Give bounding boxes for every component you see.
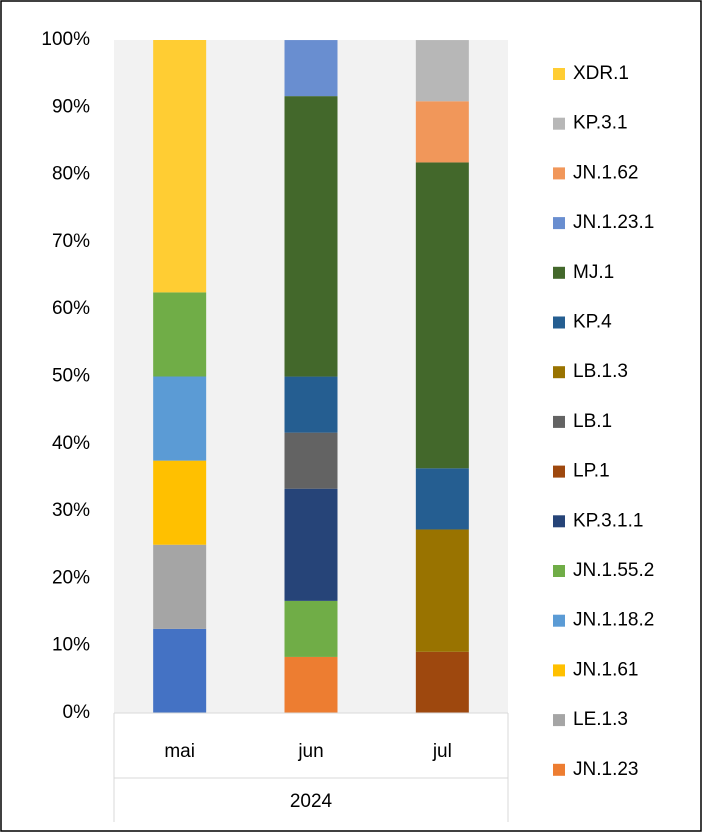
legend-label: KP.3.1	[573, 113, 628, 134]
legend-swatch	[553, 316, 565, 329]
legend-label: KP.3.1.1	[573, 510, 643, 531]
legend-label: LE.1.3	[573, 709, 628, 730]
bar-segment	[284, 656, 338, 713]
x-tick-label: jul	[432, 741, 452, 762]
y-tick-label: 70%	[52, 231, 90, 252]
y-tick-label: 60%	[52, 298, 90, 319]
legend-label: JN.1.61	[573, 659, 638, 680]
legend-swatch	[553, 515, 565, 528]
legend-label: MJ.1	[573, 262, 614, 283]
y-tick-label: 10%	[52, 635, 90, 656]
legend-swatch	[553, 167, 565, 180]
y-tick-label: 90%	[52, 96, 90, 117]
legend-swatch	[553, 565, 565, 577]
bar-segment	[284, 40, 338, 97]
legend-label: LB.1	[573, 411, 612, 432]
legend-swatch	[553, 465, 565, 478]
bar-segment	[284, 432, 338, 489]
legend-swatch	[553, 415, 565, 428]
legend-label: XDR.1	[573, 63, 629, 84]
legend-label: LB.1.3	[573, 361, 628, 382]
bar-segment	[153, 544, 207, 629]
bar-segment	[415, 468, 469, 530]
legend-swatch	[553, 366, 565, 379]
legend-label: JN.1.55.2	[573, 560, 654, 581]
legend-swatch	[553, 664, 565, 677]
bar-segment	[284, 488, 338, 601]
bar-segment	[153, 628, 207, 713]
legend-swatch	[553, 714, 565, 727]
legend-swatch	[553, 217, 565, 230]
y-tick-label: 50%	[52, 366, 90, 387]
legend-label: JN.1.18.2	[573, 610, 654, 631]
bar-segment	[284, 600, 338, 657]
bar-segment	[415, 162, 469, 469]
bar-segment	[153, 40, 207, 293]
legend-label: JN.1.23	[573, 759, 638, 780]
legend-swatch	[553, 614, 565, 627]
legend-label: JN.1.23.1	[573, 212, 654, 233]
bar-segment	[284, 96, 338, 377]
bar-segment	[284, 376, 338, 433]
bar-segment	[415, 651, 469, 713]
y-tick-label: 80%	[52, 164, 90, 185]
bar-segment	[153, 292, 207, 377]
bar-segment	[153, 460, 207, 545]
y-tick-label: 30%	[52, 500, 90, 521]
bar-segment	[153, 376, 207, 461]
legend-swatch	[553, 763, 565, 776]
bar-segment	[415, 101, 469, 163]
x-tick-label: jun	[297, 741, 323, 762]
x-tick-label: mai	[164, 741, 195, 762]
legend-swatch	[553, 117, 565, 130]
bar-segment	[415, 529, 469, 652]
legend-label: JN.1.62	[573, 162, 638, 183]
legend-swatch	[553, 68, 565, 80]
legend-swatch	[553, 266, 565, 279]
legend-label: KP.4	[573, 312, 612, 333]
y-tick-label: 20%	[52, 567, 90, 588]
bar-segment	[415, 40, 469, 102]
y-tick-label: 100%	[41, 29, 90, 50]
y-tick-label: 40%	[52, 433, 90, 454]
legend-label: LP.1	[573, 461, 610, 482]
group-label: 2024	[290, 791, 333, 812]
y-tick-label: 0%	[63, 702, 91, 723]
